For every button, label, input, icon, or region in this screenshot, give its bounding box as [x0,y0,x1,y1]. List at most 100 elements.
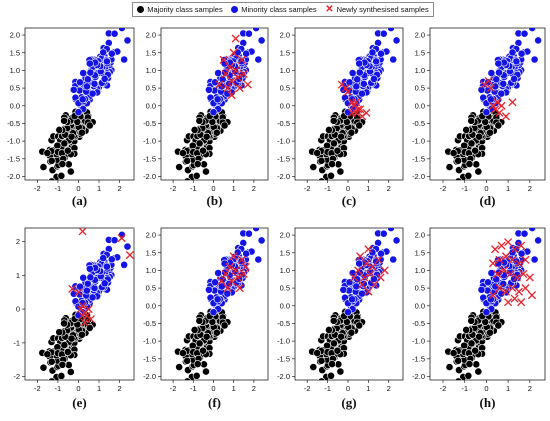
majority-point [60,116,68,125]
minority-point [99,48,108,57]
y-tick-label: 0.5 [415,284,425,293]
y-tick-label: -2.0 [143,172,156,181]
synthetic-point [231,266,240,275]
synthetic-point [368,262,377,271]
synthetic-point [510,245,519,254]
synthetic-point [215,80,224,89]
majority-point [58,160,67,168]
minority-point [88,89,97,98]
majority-point [67,132,76,141]
majority-point [313,349,322,357]
panel-caption: (h) [480,395,496,410]
majority-point [202,367,210,376]
synthetic-point [227,76,236,86]
y-tick-label: 0.5 [10,84,20,93]
minority-point [237,57,246,66]
majority-point [195,339,204,348]
minority-point [528,28,537,32]
x-tick-label: 0 [211,184,215,193]
synthetic-point [74,288,83,297]
majority-point [445,163,454,171]
synthetic-point [506,269,515,279]
synthetic-point [237,55,246,64]
minority-point [118,28,126,32]
minority-point [221,68,230,77]
majority-point [494,321,503,330]
majority-point [486,328,494,337]
x-tick-label: -2 [170,184,177,193]
minority-point [99,254,108,262]
majority-point [454,377,462,380]
majority-point [337,132,345,141]
minority-point [487,269,496,277]
minority-point [534,236,543,245]
minority-point [355,59,364,68]
legend: Majority class samples Minority class sa… [132,2,434,17]
majority-point [329,116,338,125]
plot-area [308,228,401,380]
synthetic-point [80,318,89,327]
majority-point [53,141,62,150]
minority-point [254,255,263,264]
majority-point [454,356,463,365]
y-tick-label: -1.0 [7,137,20,146]
y-tick-label: 0.5 [415,84,425,93]
x-tick-label: -1 [461,184,468,193]
minority-point [213,95,222,104]
minority-point [221,268,230,277]
y-tick-label: 1.0 [146,266,156,275]
synthetic-point [374,255,383,264]
plot-area [444,228,543,380]
minority-point [120,55,129,64]
majority-point [58,360,67,369]
synthetic-point [366,269,375,279]
majority-point [57,372,66,380]
plot-area [38,228,134,380]
minority-point [392,36,401,45]
x-tick-label: -2 [304,384,311,393]
majority-point [43,350,52,359]
minority-point [348,295,357,304]
y-tick-label: 2.0 [415,231,425,240]
y-tick-label: 2.0 [280,231,290,240]
synthetic-point [508,284,517,293]
y-tick-label: 1.0 [10,66,20,75]
y-tick-label: 0.0 [415,101,425,110]
y-tick-label: -1.5 [277,154,290,163]
minority-point [88,293,97,302]
minority-point [245,229,253,238]
majority-point [63,146,72,155]
majority-point [212,128,221,137]
majority-point [47,156,56,165]
synthetic-point [78,311,87,320]
majority-point [445,363,454,371]
minority-point [134,17,141,24]
minority-point [510,74,518,83]
minority-point [352,82,361,91]
majority-point [183,177,191,180]
majority-point [67,334,76,343]
majority-point [195,139,204,148]
minority-point [110,236,119,245]
red-x-icon: ✕ [325,4,334,15]
majority-point [193,160,202,168]
minority-point [387,28,395,32]
minority-point [76,282,84,291]
synthetic-point [358,280,367,289]
y-tick-label: 2.0 [146,31,156,40]
majority-point [78,128,86,137]
majority-point [474,167,483,176]
synthetic-point [380,266,389,275]
plot-area [174,28,266,180]
plot-area [444,28,543,180]
minority-point [389,55,398,64]
synthetic-point [221,269,230,279]
majority-point [175,163,184,171]
y-tick-label: 1.5 [280,248,290,257]
synthetic-point [491,245,500,254]
axes-frame [24,27,135,181]
panel-caption: (a) [72,193,87,208]
minority-point [370,74,378,83]
synthetic-point [362,108,371,117]
y-tick-label: -1.5 [143,354,156,363]
